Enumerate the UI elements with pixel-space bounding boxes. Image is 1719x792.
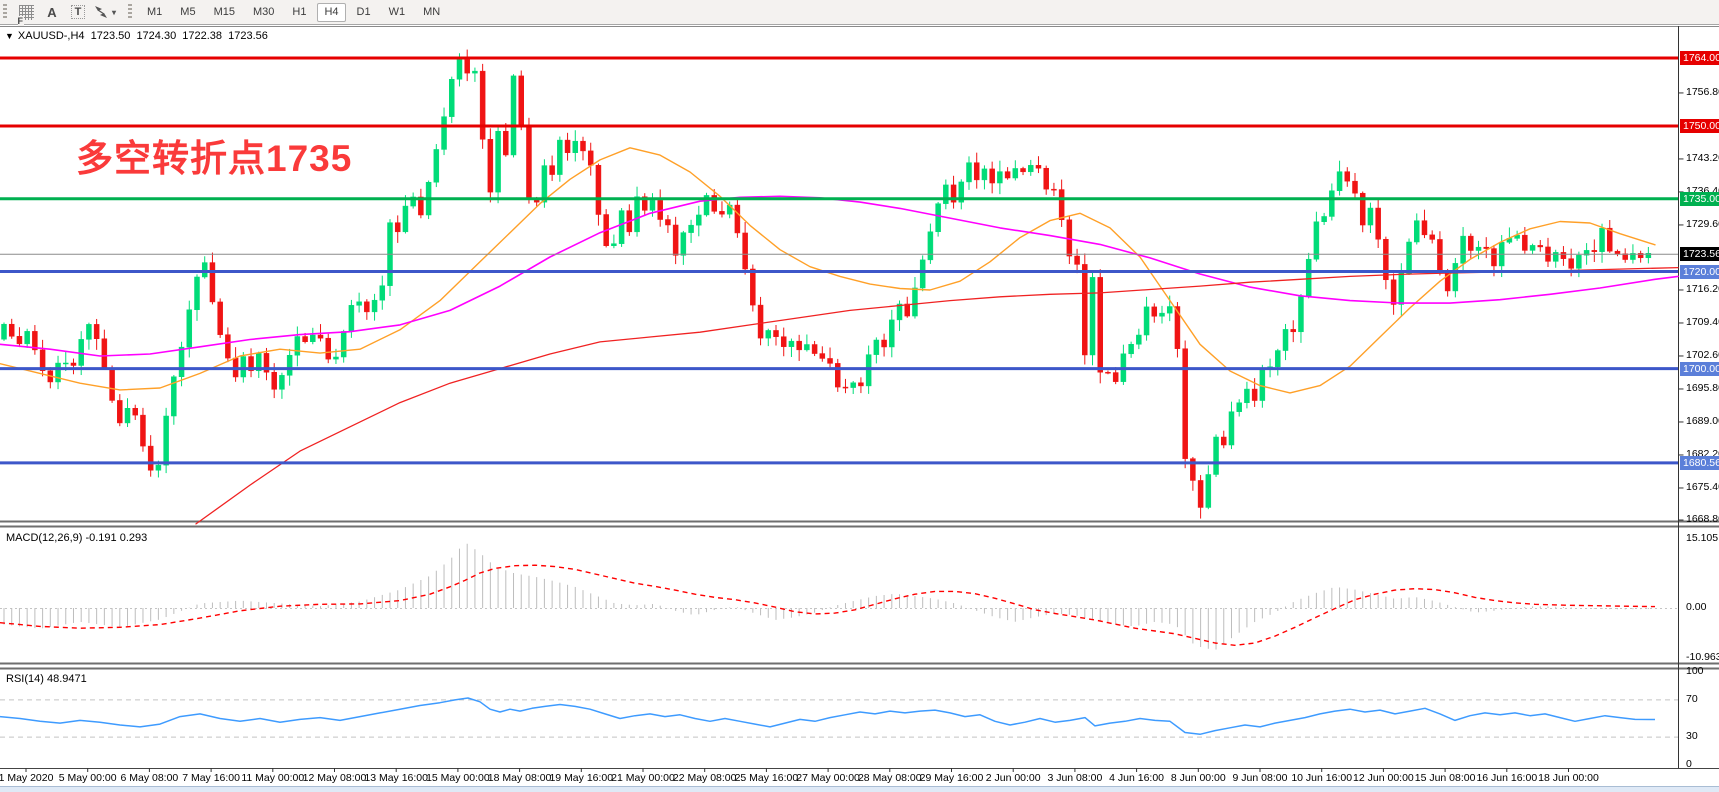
timeframe-button-h4[interactable]: H4 (317, 2, 346, 22)
fibonacci-glyph: F (17, 15, 24, 26)
time-axis-label: 18 May 08:00 (487, 772, 552, 784)
time-axis-label: 9 Jun 08:00 (1232, 772, 1288, 784)
price-level-badge-1680.56: 1680.56 (1680, 455, 1719, 470)
timeframe-button-h1[interactable]: H1 (292, 5, 307, 18)
price-level-badge-1735.00: 1735.00 (1680, 191, 1719, 206)
macd-scale-label--10.963: -10.963 (1686, 651, 1719, 664)
timeframe-button-d1[interactable]: D1 (356, 5, 371, 18)
timeframe-button-m5[interactable]: M5 (180, 5, 196, 18)
quote-line: ▼ XAUUSD-,H4 1723.50 1724.30 1722.38 1723… (5, 30, 271, 42)
time-axis-label: 1 May 2020 (0, 772, 54, 784)
time-axis-label: 2 Jun 00:00 (985, 772, 1041, 784)
timeframes-grip[interactable] (128, 4, 133, 20)
price-axis-label-1668.80: 1668.80 (1686, 513, 1719, 525)
time-axis-label: 7 May 16:00 (182, 772, 240, 784)
macd-scale-label-0.00: 0.00 (1686, 601, 1707, 613)
timeframe-button-m30[interactable]: M30 (252, 5, 275, 18)
timeframe-button-m15[interactable]: M15 (213, 5, 235, 18)
price-axis-label-1695.80: 1695.80 (1686, 381, 1719, 394)
timeframe-button-mn[interactable]: MN (423, 5, 441, 18)
fibonacci-grid-icon: F (17, 4, 34, 26)
price-level-badge-1700.00: 1700.00 (1680, 361, 1719, 376)
macd-signal-line (0, 564, 1656, 646)
price-axis-label-1743.20: 1743.20 (1686, 151, 1719, 164)
arrows-tool-button[interactable]: ▾ (93, 2, 116, 23)
time-axis-label: 28 May 08:00 (857, 772, 922, 784)
timeframe-toolbar: M1 M5 M15 M30 H1 H4 D1 W1 MN (138, 2, 449, 22)
fibonacci-tool-button[interactable]: F (15, 2, 37, 26)
time-axis-label: 19 May 16:00 (549, 772, 614, 784)
macd-histogram (3, 543, 1649, 650)
status-strip (0, 786, 1719, 792)
quote-high: 1724.30 (136, 30, 177, 42)
time-axis-label: 13 May 16:00 (364, 772, 428, 784)
price-axis-label-1702.60: 1702.60 (1686, 348, 1719, 361)
symbol-dropdown-icon[interactable]: ▼ (5, 31, 14, 41)
time-axis-label: 16 Jun 16:00 (1476, 772, 1538, 784)
price-axis-label-1716.20: 1716.20 (1686, 282, 1719, 295)
quote-low: 1722.38 (182, 30, 223, 42)
time-axis-label: 10 Jun 16:00 (1291, 772, 1353, 784)
label-a-icon: A (47, 4, 57, 20)
price-axis-label-1689.00: 1689.00 (1686, 414, 1719, 427)
current-price-badge: 1723.56 (1680, 247, 1719, 262)
time-axis-label: 6 May 08:00 (120, 772, 179, 784)
arrows-dropdown-caret[interactable]: ▾ (112, 7, 117, 17)
candles-series (1, 49, 1652, 519)
ma-fast-line (0, 147, 1656, 394)
symbol-title: XAUUSD-,H4 (17, 30, 85, 42)
label-tool-button[interactable]: A (41, 2, 63, 23)
time-axis-label: 5 May 00:00 (58, 772, 117, 784)
text-t-icon: T (70, 5, 86, 19)
quote-open: 1723.50 (90, 30, 131, 42)
price-axis-label-1756.80: 1756.80 (1686, 85, 1719, 98)
macd-scale-label-15.105: 15.105 (1686, 531, 1719, 544)
time-axis-label: 15 May 00:00 (426, 772, 490, 784)
chart-annotation[interactable]: 多空转折点1735 (76, 138, 353, 179)
time-axis-label: 12 Jun 00:00 (1353, 772, 1414, 784)
price-level-badge-1720.00: 1720.00 (1680, 264, 1719, 279)
price-axis-label-1709.40: 1709.40 (1686, 315, 1719, 328)
time-axis-label: 4 Jun 16:00 (1109, 772, 1165, 784)
rsi-line (0, 697, 1656, 736)
time-axis-label: 25 May 16:00 (734, 772, 799, 784)
ma-slow-line (195, 266, 1679, 525)
macd-label: MACD(12,26,9) -0.191 0.293 (6, 532, 148, 544)
rsi-scale-label-100: 100 (1686, 665, 1704, 677)
rsi-scale-label-70: 70 (1686, 692, 1698, 705)
quote-close: 1723.56 (228, 30, 268, 42)
price-level-badge-1764.00: 1764.00 (1680, 51, 1719, 65)
time-axis-label: 12 May 08:00 (302, 772, 367, 784)
time-axis-label: 21 May 00:00 (611, 772, 675, 784)
time-axis-label: 3 Jun 08:00 (1047, 772, 1103, 784)
time-axis-label: 8 Jun 00:00 (1170, 772, 1226, 784)
rsi-scale-label-30: 30 (1686, 730, 1698, 743)
price-level-badge-1750.00: 1750.00 (1680, 118, 1719, 133)
time-axis-label: 27 May 00:00 (796, 772, 860, 784)
timeframe-button-m1[interactable]: M1 (147, 5, 163, 18)
toolbar: F A T ▾ M1 M5 M15 M30 H1 H4 D1 W1 MN (0, 0, 1719, 26)
time-axis-label: 18 Jun 00:00 (1538, 772, 1599, 784)
rsi-scale-label-0: 0 (1686, 758, 1692, 770)
price-axis-label-1675.40: 1675.40 (1686, 480, 1719, 493)
time-axis-label: 29 May 16:00 (919, 772, 984, 784)
text-tool-button[interactable]: T (67, 2, 89, 23)
toolbar-grip[interactable] (3, 4, 7, 20)
arrows-icon (95, 6, 107, 18)
price-axis-label-1729.60: 1729.60 (1686, 217, 1719, 230)
timeframe-button-w1[interactable]: W1 (388, 5, 406, 18)
rsi-label: RSI(14) 48.9471 (6, 673, 87, 685)
time-axis-label: 11 May 00:00 (241, 772, 305, 784)
time-axis-label: 22 May 08:00 (672, 772, 737, 784)
time-axis-label: 15 Jun 08:00 (1414, 772, 1476, 784)
